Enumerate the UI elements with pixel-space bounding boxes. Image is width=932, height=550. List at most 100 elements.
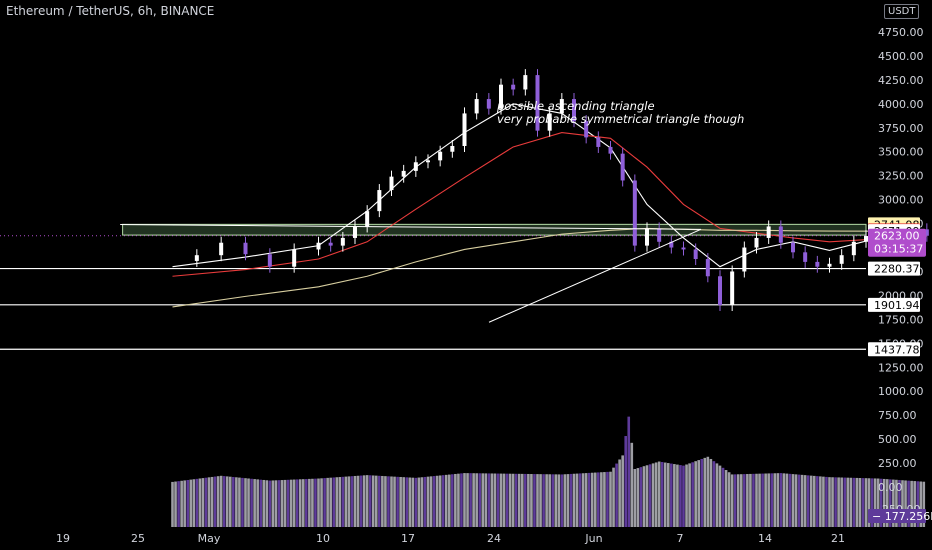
volume-bar <box>554 474 558 527</box>
volume-bar <box>879 478 883 527</box>
volume-bar <box>183 480 186 527</box>
volume-bar <box>593 472 597 527</box>
volume-bar <box>898 480 901 527</box>
volume-bar <box>435 475 439 527</box>
volume-bar <box>743 474 746 527</box>
candle-body <box>292 249 297 267</box>
volume-bar <box>916 481 920 527</box>
volume-bar <box>432 476 436 527</box>
volume-bar <box>207 477 211 527</box>
volume-bar <box>864 478 868 527</box>
candle-body <box>632 180 637 246</box>
volume-bar <box>712 461 716 527</box>
volume-bar <box>353 475 357 527</box>
volume-bar <box>216 476 220 527</box>
candle-body <box>754 237 759 248</box>
volume-bar <box>332 477 336 527</box>
price-label-badge <box>868 342 920 357</box>
volume-bar <box>566 474 570 527</box>
volume-bar <box>663 462 667 527</box>
volume-bar <box>210 476 214 527</box>
volume-bar <box>910 480 913 527</box>
candle-body <box>194 255 199 261</box>
volume-bar <box>569 473 573 527</box>
volume-bar <box>816 476 819 527</box>
candle-body <box>803 252 808 262</box>
candle-body <box>535 75 540 131</box>
volume-bar <box>779 473 783 527</box>
candle-body <box>851 241 856 256</box>
volume-bar <box>344 476 348 527</box>
volume-bar <box>615 463 618 527</box>
chart-title: Ethereum / TetherUS, 6h, BINANCE <box>6 4 215 18</box>
volume-bar <box>414 477 418 527</box>
volume-bar <box>335 477 339 527</box>
volume-bar <box>180 480 183 527</box>
volume-bar <box>904 480 907 527</box>
candle-body <box>681 247 686 250</box>
currency-button[interactable]: USDT <box>884 4 920 19</box>
volume-bar <box>627 416 631 527</box>
candle-body <box>693 249 698 260</box>
volume-bar <box>408 477 412 527</box>
volume-bar <box>676 464 679 527</box>
volume-bar <box>822 476 825 527</box>
volume-bar <box>736 474 740 527</box>
candle-body <box>924 229 929 236</box>
volume-bar <box>761 473 764 527</box>
volume-bar <box>755 473 758 527</box>
candle-body <box>328 242 333 246</box>
volume-bar <box>788 473 792 527</box>
volume-bar <box>806 475 810 527</box>
volume-bar <box>411 477 415 527</box>
volume-bar <box>721 467 725 527</box>
volume-bar <box>718 465 722 527</box>
volume-label-badge <box>868 509 926 523</box>
volume-bar <box>378 475 381 527</box>
volume-bar <box>259 479 263 527</box>
volume-bar <box>478 473 482 527</box>
volume-bar <box>368 475 372 527</box>
time-tick-label: 7 <box>677 532 684 545</box>
volume-bar <box>584 473 588 527</box>
volume-bar <box>308 478 311 527</box>
volume-bar <box>228 476 232 527</box>
upper-trendline <box>120 224 702 230</box>
volume-bar <box>785 473 789 527</box>
candle-body <box>450 145 455 152</box>
volume-bar <box>724 470 728 527</box>
volume-bar <box>484 473 488 527</box>
volume-bar <box>399 476 402 527</box>
volume-bar <box>177 481 180 527</box>
volume-bar <box>487 473 491 527</box>
time-tick-label: 25 <box>131 532 145 545</box>
candle-body <box>219 242 224 256</box>
volume-bar <box>885 479 889 527</box>
time-tick-label: 10 <box>316 532 330 545</box>
current-price-text: 2623.00 <box>874 230 920 243</box>
volume-bar <box>590 472 594 527</box>
volume-bar <box>356 475 360 527</box>
candle-body <box>413 162 418 171</box>
volume-bar <box>739 474 743 527</box>
volume-bar <box>390 476 393 527</box>
volume-bar <box>764 473 767 527</box>
volume-bar <box>417 477 421 527</box>
price-label-badge <box>868 297 920 312</box>
volume-bar <box>444 474 448 527</box>
volume-bar <box>542 474 545 527</box>
volume-bar <box>922 481 926 527</box>
candle-body <box>718 276 722 305</box>
volume-bar <box>825 476 828 527</box>
volume-bar <box>730 474 734 527</box>
volume-bar <box>575 473 579 527</box>
volume-bar <box>219 475 223 527</box>
volume-bar <box>621 455 624 527</box>
volume-bar <box>222 476 226 527</box>
volume-bar <box>834 477 837 527</box>
volume-bar <box>520 473 524 527</box>
volume-bar <box>469 473 472 527</box>
candle-body <box>316 242 321 250</box>
volume-bar <box>204 477 208 527</box>
